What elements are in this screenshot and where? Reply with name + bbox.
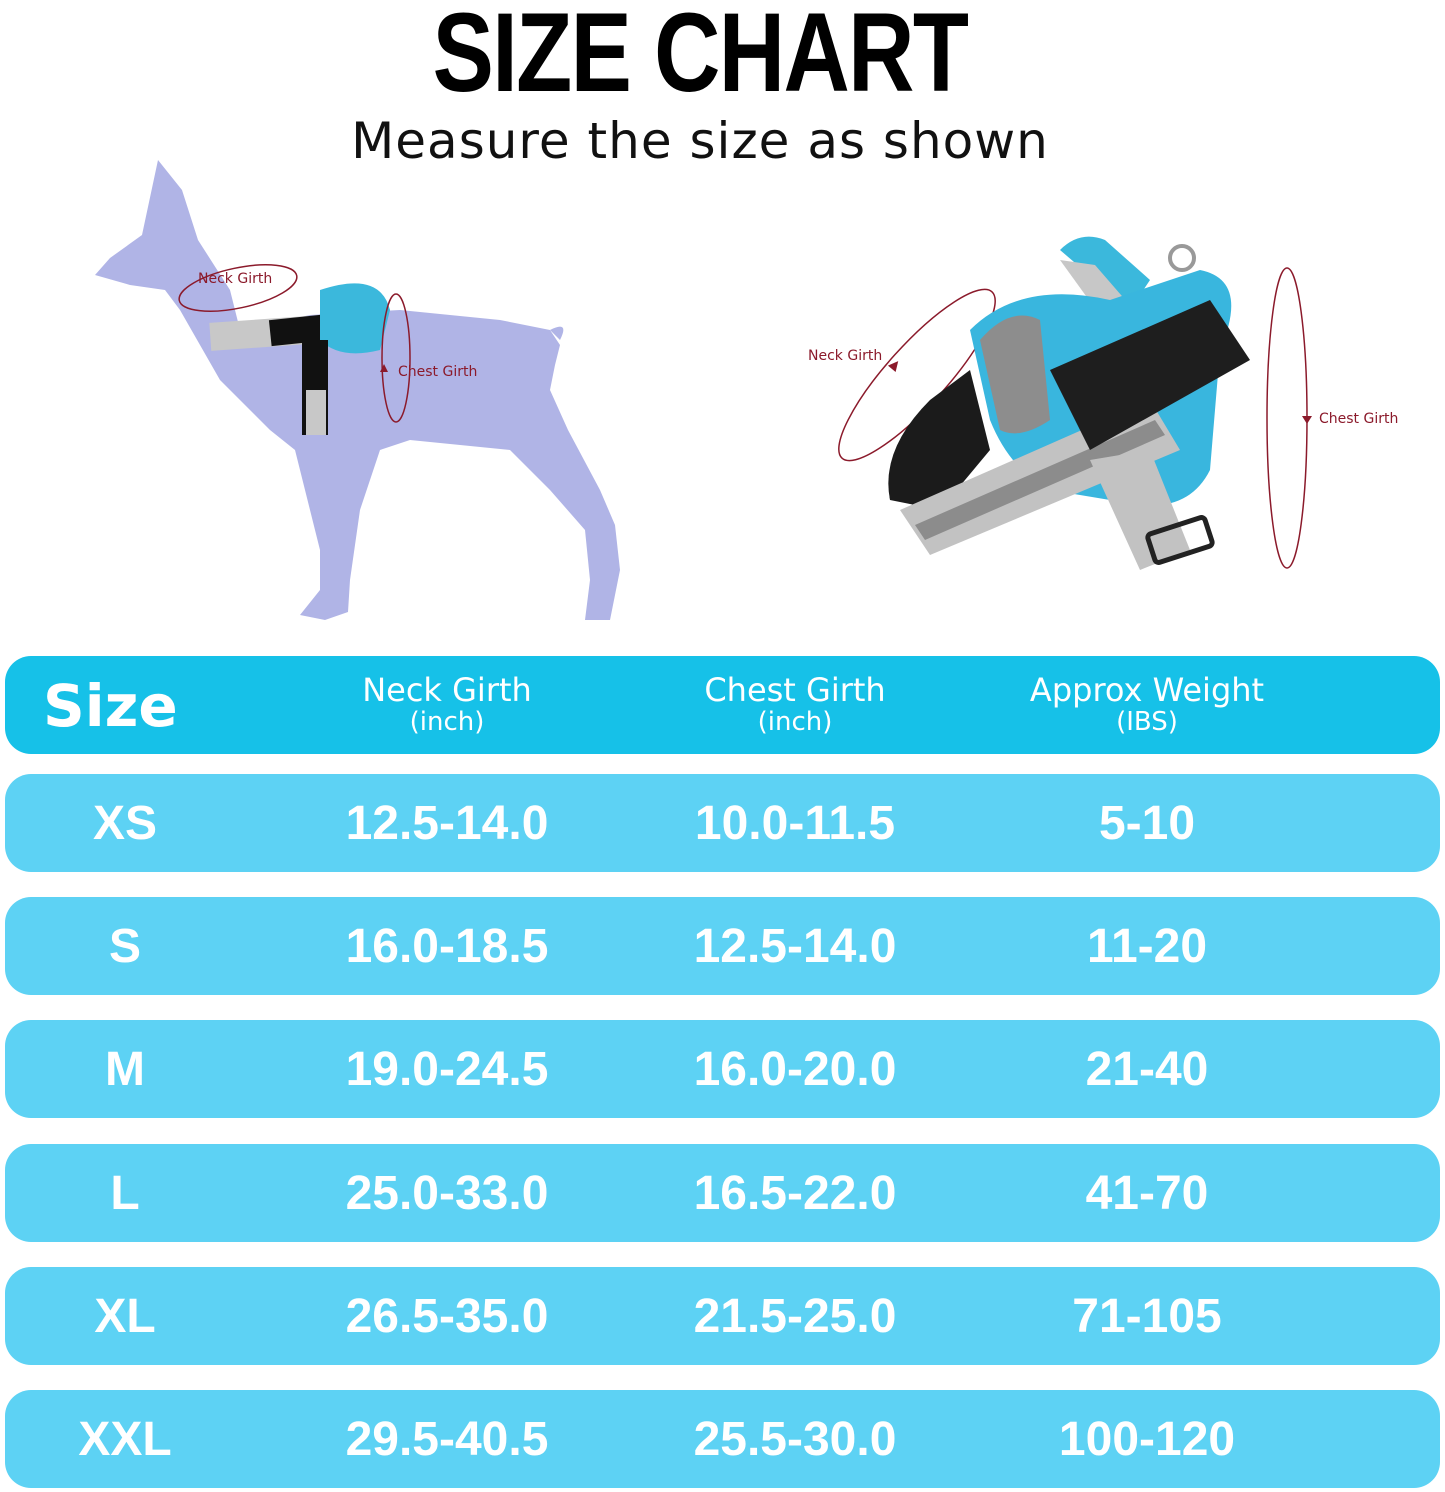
cell-neck-girth: 19.0-24.5 bbox=[345, 1042, 549, 1096]
cell-approx-weight: 41-70 bbox=[1085, 1166, 1209, 1220]
header-unit: (inch) bbox=[409, 707, 485, 737]
page-subtitle: Measure the size as shown bbox=[351, 112, 1049, 170]
table-row: S 16.0-18.5 12.5-14.0 11-20 bbox=[5, 897, 1440, 995]
harness-neck-girth-label: Neck Girth bbox=[808, 348, 883, 364]
cell-neck-girth: 12.5-14.0 bbox=[345, 796, 549, 850]
dog-illustration bbox=[95, 160, 620, 620]
cell-size: L bbox=[110, 1166, 140, 1220]
header-neck-girth: Neck Girth (inch) bbox=[297, 674, 597, 738]
cell-chest-girth: 16.0-20.0 bbox=[693, 1042, 897, 1096]
table-header: Size Neck Girth (inch) Chest Girth (inch… bbox=[5, 656, 1440, 754]
cell-approx-weight: 71-105 bbox=[1072, 1289, 1222, 1343]
table-row: XS 12.5-14.0 10.0-11.5 5-10 bbox=[5, 774, 1440, 872]
cell-approx-weight: 100-120 bbox=[1058, 1412, 1236, 1466]
cell-size: XXL bbox=[78, 1412, 172, 1466]
header-unit: (IBS) bbox=[1116, 707, 1178, 737]
cell-approx-weight: 11-20 bbox=[1086, 919, 1208, 973]
cell-size: S bbox=[108, 919, 141, 973]
cell-chest-girth: 10.0-11.5 bbox=[694, 796, 896, 850]
table-row: XXL 29.5-40.5 25.5-30.0 100-120 bbox=[5, 1390, 1440, 1488]
cell-neck-girth: 26.5-35.0 bbox=[345, 1289, 549, 1343]
cell-neck-girth: 16.0-18.5 bbox=[345, 919, 549, 973]
cell-chest-girth: 21.5-25.0 bbox=[693, 1289, 897, 1343]
cell-size: XL bbox=[94, 1289, 156, 1343]
harness-illustration bbox=[838, 236, 1312, 570]
table-row: M 19.0-24.5 16.0-20.0 21-40 bbox=[5, 1020, 1440, 1118]
cell-chest-girth: 12.5-14.0 bbox=[693, 919, 897, 973]
cell-size: XS bbox=[92, 796, 158, 850]
cell-neck-girth: 29.5-40.5 bbox=[345, 1412, 549, 1466]
header-unit: (inch) bbox=[757, 707, 833, 737]
dog-neck-girth-label: Neck Girth bbox=[198, 271, 273, 287]
cell-chest-girth: 16.5-22.0 bbox=[693, 1166, 897, 1220]
header-label: Neck Girth bbox=[362, 671, 532, 709]
table-row: XL 26.5-35.0 21.5-25.0 71-105 bbox=[5, 1267, 1440, 1365]
header-label: Chest Girth bbox=[704, 671, 886, 709]
dog-chest-girth-label: Chest Girth bbox=[398, 364, 478, 380]
cell-approx-weight: 5-10 bbox=[1098, 796, 1196, 850]
cell-neck-girth: 25.0-33.0 bbox=[345, 1166, 549, 1220]
header-chest-girth: Chest Girth (inch) bbox=[645, 674, 945, 738]
table-row: L 25.0-33.0 16.5-22.0 41-70 bbox=[5, 1144, 1440, 1242]
header-approx-weight: Approx Weight (IBS) bbox=[997, 674, 1297, 738]
cell-size: M bbox=[105, 1042, 145, 1096]
cell-approx-weight: 21-40 bbox=[1085, 1042, 1209, 1096]
header-size: Size bbox=[43, 672, 178, 740]
cell-chest-girth: 25.5-30.0 bbox=[693, 1412, 897, 1466]
harness-chest-girth-label: Chest Girth bbox=[1319, 411, 1399, 427]
header-label: Approx Weight bbox=[1029, 671, 1265, 709]
page-title: SIZE CHART bbox=[432, 0, 969, 115]
